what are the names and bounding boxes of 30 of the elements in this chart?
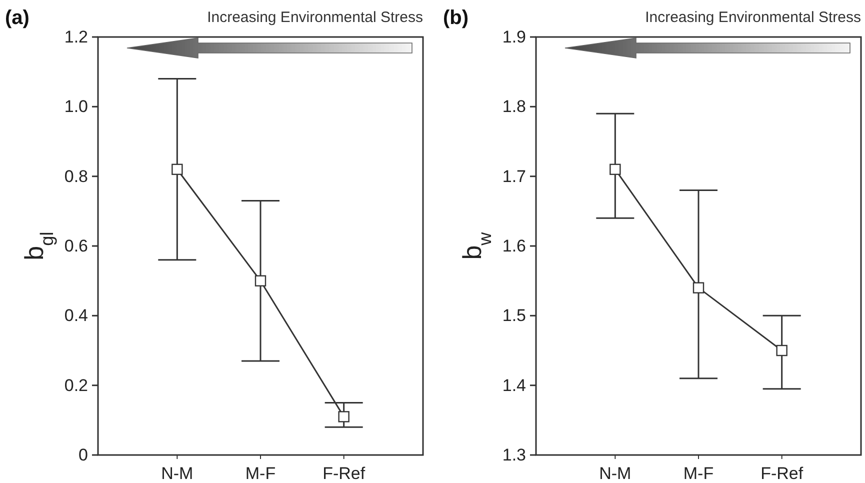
y-tick-label: 1.4	[502, 376, 526, 395]
x-tick-label: M-F	[245, 464, 276, 483]
y-tick-label: 1.3	[502, 446, 526, 464]
y-tick-label: 0.6	[64, 236, 88, 256]
y-tick-label: 1.7	[502, 166, 526, 186]
y-tick-label: 1.9	[502, 28, 526, 46]
x-tick-label: F-Ref	[322, 464, 366, 483]
y-tick-label: 1.8	[502, 97, 526, 116]
point	[338, 411, 350, 422]
y-tick-label: 0.8	[64, 166, 88, 186]
point	[172, 164, 183, 175]
point	[254, 275, 266, 286]
text: Increasing Environmental Stress	[645, 9, 861, 26]
y-tick-label: 1.6	[502, 236, 526, 256]
x-tick-label: M-F	[683, 464, 714, 483]
chart-title: (b)	[443, 7, 469, 29]
x-tick-label: N-M	[599, 464, 632, 483]
point	[610, 164, 621, 175]
point	[776, 344, 788, 356]
text: Increasing Environmental Stress	[207, 9, 423, 26]
y-tick-label: 0.4	[64, 306, 88, 326]
y-tick-label: 0	[78, 446, 88, 464]
y-tick-label: 1.5	[502, 306, 526, 326]
x-tick-label: N-M	[161, 464, 194, 483]
y-tick-label: 1.0	[64, 97, 88, 116]
x-tick-label: F-Ref	[760, 464, 804, 483]
point	[692, 282, 704, 294]
chart-title: (a)	[5, 7, 30, 29]
y-tick-label: 1.2	[64, 28, 88, 46]
y-tick-label: 0.2	[64, 376, 88, 395]
